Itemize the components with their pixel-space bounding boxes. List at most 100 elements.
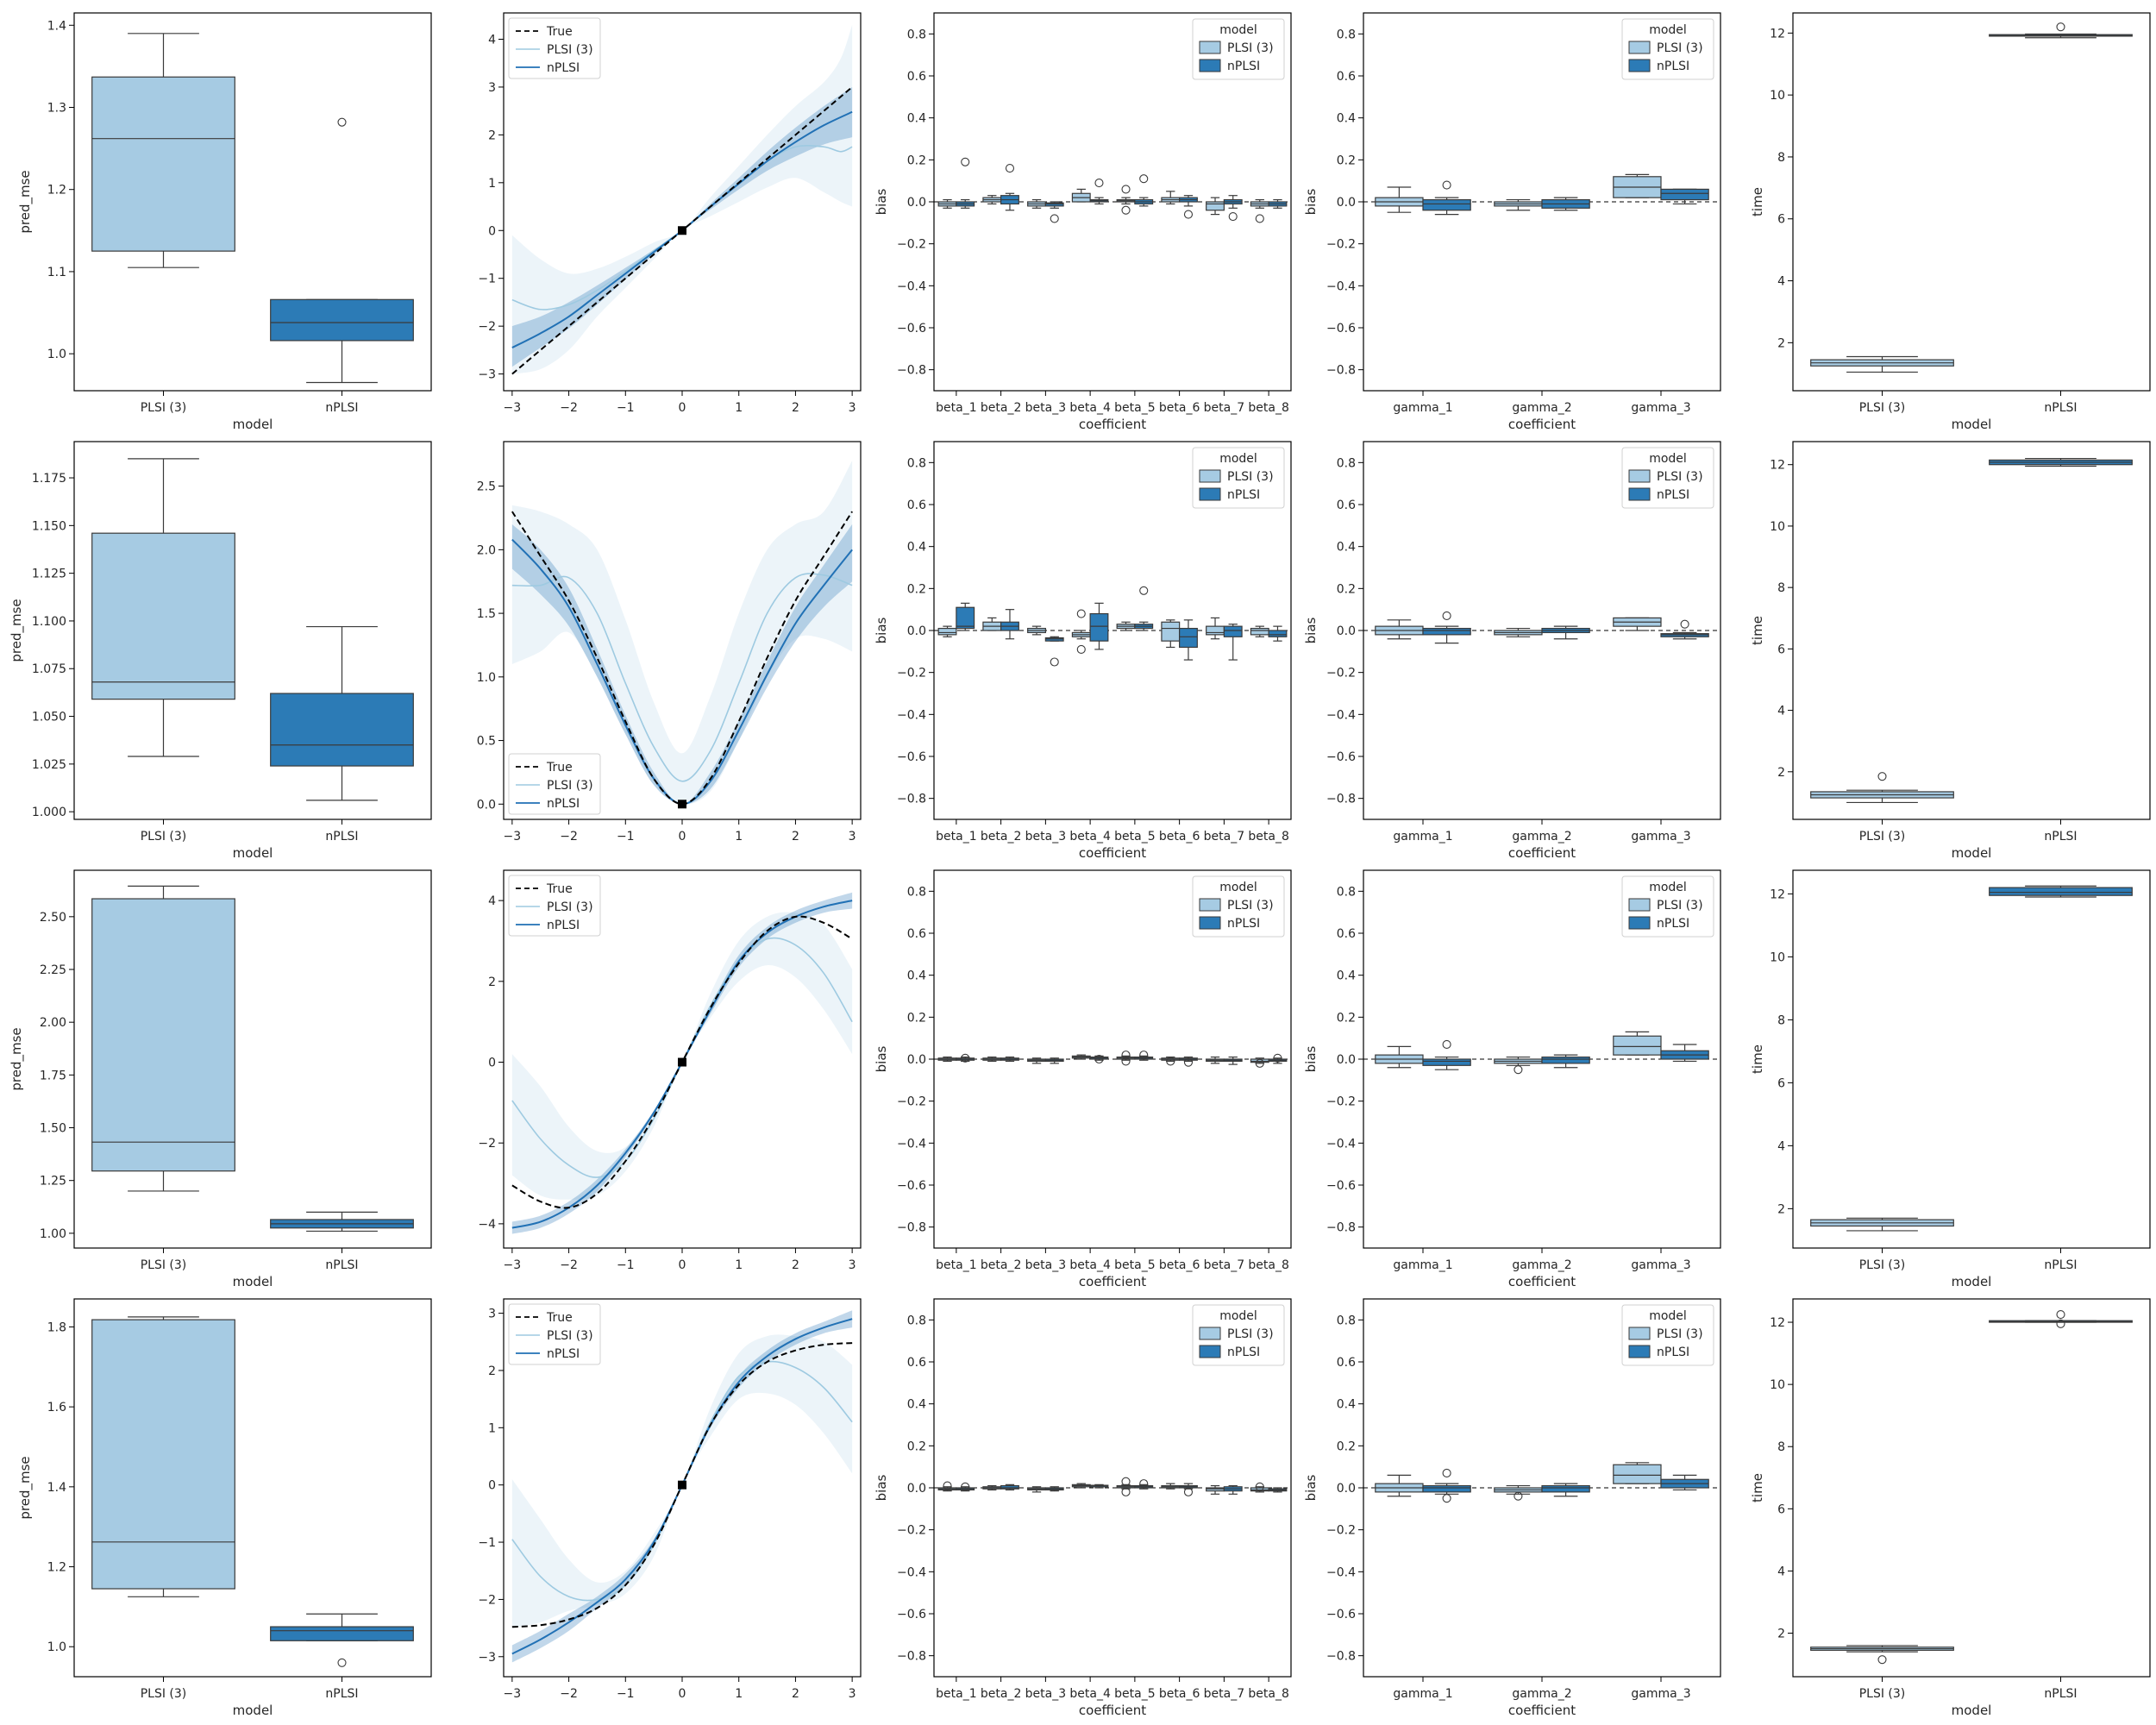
panel-r2-gamma-ylabel: bias bbox=[1303, 617, 1319, 643]
panel-r2-curve-legend-label-nplsi: nPLSI bbox=[547, 797, 580, 811]
panel-r1-beta-ytick-label: 0.4 bbox=[907, 112, 926, 126]
panel-r2-time-xtick-label: nPLSI bbox=[2044, 830, 2077, 844]
panel-r4-time-plsi-flier bbox=[1877, 1655, 1887, 1665]
panel-r4-pred_mse-ytick-label: 1.2 bbox=[47, 1561, 66, 1575]
panel-r4-time-ytick-label: 6 bbox=[1777, 1502, 1785, 1516]
panel-r3-time-ytick-label: 2 bbox=[1777, 1202, 1785, 1216]
panel-r1-gamma-ylabel: bias bbox=[1303, 188, 1319, 215]
panel-r1-pred_mse: PLSI (3) nPLSI 1.0 1.1 1.2 1.3 1.4 model pred_ms… bbox=[17, 12, 432, 432]
panel-r4-pred_mse-xtick-label: PLSI (3) bbox=[141, 1687, 187, 1701]
panel-r2-beta-ytick-label: 0.2 bbox=[907, 582, 926, 596]
panel-r2-time-ytick-label: 2 bbox=[1777, 766, 1785, 780]
panel-r4-curve-xtick-label: 2 bbox=[792, 1687, 799, 1701]
panel-r1-beta-ytick-label: 0.2 bbox=[907, 154, 926, 167]
panel-r3-time-ytick-label: 6 bbox=[1777, 1076, 1785, 1090]
panel-r4-curve-band-plsi bbox=[511, 1334, 853, 1628]
panel-r2-curve-xtick-label: −3 bbox=[504, 830, 522, 844]
panel-r1-gamma-legend-swatch-plsi bbox=[1628, 41, 1651, 54]
panel-r3-curve-legend-frame bbox=[508, 875, 601, 937]
panel-r4-beta-beta_5-plsi-flier bbox=[1121, 1487, 1131, 1496]
panel-r1-beta-xtick-label: beta_6 bbox=[1159, 401, 1200, 415]
panel-r1-beta-xtick-label: beta_3 bbox=[1025, 401, 1066, 415]
panel-r4-beta-beta_2-nplsi-box bbox=[1000, 1484, 1019, 1490]
panel-r2-gamma-legend-swatch-nplsi bbox=[1628, 487, 1651, 501]
panel-r3-pred_mse-ytick-label: 2.00 bbox=[40, 1016, 66, 1030]
panel-r3-beta-xtick-label: beta_1 bbox=[936, 1258, 976, 1272]
panel-r3-gamma-ytick-label: −0.4 bbox=[1326, 1137, 1356, 1151]
panel-r3-gamma-xtick-label: gamma_1 bbox=[1393, 1258, 1452, 1272]
panel-r3-beta-beta_6-plsi-flier bbox=[1166, 1057, 1175, 1066]
panel-r2-pred_mse-ytick-label: 1.125 bbox=[32, 568, 66, 581]
panel-r1-curve-ytick-label: 4 bbox=[488, 33, 496, 47]
panel-r4-pred_mse-ytick-label: 1.8 bbox=[47, 1320, 66, 1334]
panel-r1-curve-ytick-label: 3 bbox=[488, 81, 496, 95]
panel-r2-pred_mse-nplsi-box bbox=[270, 693, 414, 767]
panel-r2-pred_mse-ytick-label: 1.025 bbox=[32, 758, 66, 772]
panel-r3-beta-beta_4-nplsi-flier bbox=[1094, 1054, 1104, 1064]
panel-r3-curve-xtick-label: −2 bbox=[560, 1258, 578, 1272]
panel-r1-gamma-ytick-label: 0.0 bbox=[1337, 196, 1356, 210]
panel-r4-pred_mse-ylabel: pred_mse bbox=[17, 1456, 34, 1519]
panel-r1-pred_mse-frame bbox=[73, 12, 432, 392]
panel-r3-curve-legend: True PLSI (3) nPLSI bbox=[508, 875, 601, 937]
panel-r2-gamma-legend-title: model bbox=[1649, 452, 1687, 466]
panel-r2-time-ytick-label: 4 bbox=[1777, 705, 1785, 718]
panel-r1-beta-legend-label-nplsi: nPLSI bbox=[1227, 60, 1260, 73]
panel-r2-beta-beta_7-nplsi-box bbox=[1223, 625, 1243, 637]
panel-r1-beta-beta_3-nplsi-flier bbox=[1050, 214, 1059, 223]
panel-r4-gamma-xtick-label: gamma_1 bbox=[1393, 1687, 1452, 1701]
panel-r2-beta-beta_4-plsi-flier bbox=[1076, 644, 1086, 654]
panel-r4-beta-beta_1-plsi-flier bbox=[943, 1481, 952, 1490]
panel-r4-curve-legend-label-nplsi: nPLSI bbox=[547, 1347, 580, 1361]
panel-r2-beta-xtick-label: beta_3 bbox=[1025, 830, 1066, 844]
panel-r3-beta-legend-label-plsi: PLSI (3) bbox=[1227, 899, 1274, 913]
panel-r2-curve-legend-frame bbox=[508, 753, 601, 815]
panel-r3-beta-ylabel: bias bbox=[874, 1045, 889, 1072]
panel-r3-gamma-xtick-label: gamma_3 bbox=[1631, 1258, 1690, 1272]
panel-r2-gamma-gamma_3-nplsi-flier bbox=[1680, 619, 1689, 629]
panel-r2-pred_mse-ytick-label: 1.075 bbox=[32, 662, 66, 676]
panel-r4-beta-beta_1-nplsi-flier bbox=[961, 1482, 970, 1491]
panel-r2-gamma-ytick-label: 0.2 bbox=[1337, 582, 1356, 596]
panel-r2-pred_mse-xtick-label: nPLSI bbox=[325, 830, 358, 844]
panel-r3-beta-beta_5-plsi-flier bbox=[1121, 1057, 1131, 1066]
panel-r2-gamma-ytick-label: 0.8 bbox=[1337, 456, 1356, 470]
panel-r4-time-ytick-label: 4 bbox=[1777, 1565, 1785, 1578]
panel-r4-beta-ytick-label: −0.2 bbox=[897, 1524, 926, 1538]
panel-r1-pred_mse-plsi-box bbox=[91, 76, 235, 252]
panel-r3-pred_mse-frame bbox=[73, 869, 432, 1249]
panel-r4-beta-legend-title: model bbox=[1219, 1309, 1257, 1323]
panel-r1-curve-band-nplsi bbox=[511, 86, 853, 367]
panel-r4-gamma-gamma_1-nplsi-box bbox=[1422, 1484, 1471, 1493]
panel-r4-curve-ytick-label: −3 bbox=[478, 1651, 496, 1665]
panel-r2-beta-xtick-label: beta_7 bbox=[1204, 830, 1244, 844]
panel-r3-pred_mse-ytick-label: 2.50 bbox=[40, 911, 66, 925]
panel-r4-curve-legend: True PLSI (3) nPLSI bbox=[508, 1303, 601, 1365]
panel-r4-curve-xtick-label: −2 bbox=[560, 1687, 578, 1701]
panel-r3-beta-beta_8-plsi-flier bbox=[1255, 1058, 1264, 1068]
panel-r3-curve-ytick-label: 4 bbox=[488, 894, 496, 908]
panel-r4-curve-ytick-label: 3 bbox=[488, 1308, 496, 1321]
panel-r2-beta-beta_4-plsi-flier bbox=[1076, 609, 1086, 618]
panel-r3-gamma-ytick-label: −0.2 bbox=[1326, 1095, 1356, 1109]
panel-r1-curve-origin-marker bbox=[678, 226, 686, 235]
panel-r2-beta-beta_1-nplsi-box bbox=[956, 606, 975, 630]
panel-r3-time-ytick-label: 12 bbox=[1770, 888, 1785, 901]
panel-r1-time-ytick-label: 6 bbox=[1777, 213, 1785, 227]
panel-r4-pred_mse-frame bbox=[73, 1298, 432, 1678]
panel-r2-curve-xtick-label: 1 bbox=[735, 830, 743, 844]
panel-r1-gamma-ytick-label: −0.4 bbox=[1326, 279, 1356, 293]
panel-r3-pred_mse-xtick-label: nPLSI bbox=[325, 1258, 358, 1272]
panel-r1-beta-xtick-label: beta_7 bbox=[1204, 401, 1244, 415]
panel-r2-gamma-legend: model PLSI (3) nPLSI bbox=[1621, 447, 1714, 509]
panel-r3-curve-xtick-label: −1 bbox=[617, 1258, 635, 1272]
panel-r3-pred_mse-ylabel: pred_mse bbox=[9, 1027, 25, 1090]
panel-r2-curve-origin-marker bbox=[678, 800, 686, 809]
panel-r2-beta-legend: model PLSI (3) nPLSI bbox=[1192, 447, 1285, 509]
panel-r3-gamma-xtick-label: gamma_2 bbox=[1512, 1258, 1571, 1272]
panel-r1-beta-ytick-label: −0.2 bbox=[897, 238, 926, 252]
panel-r4-beta-ytick-label: 0.6 bbox=[907, 1356, 926, 1370]
panel-r4-beta-ytick-label: −0.6 bbox=[897, 1608, 926, 1622]
panel-r4-beta-ylabel: bias bbox=[874, 1474, 889, 1501]
panel-r2-curve-xtick-label: 0 bbox=[679, 830, 686, 844]
